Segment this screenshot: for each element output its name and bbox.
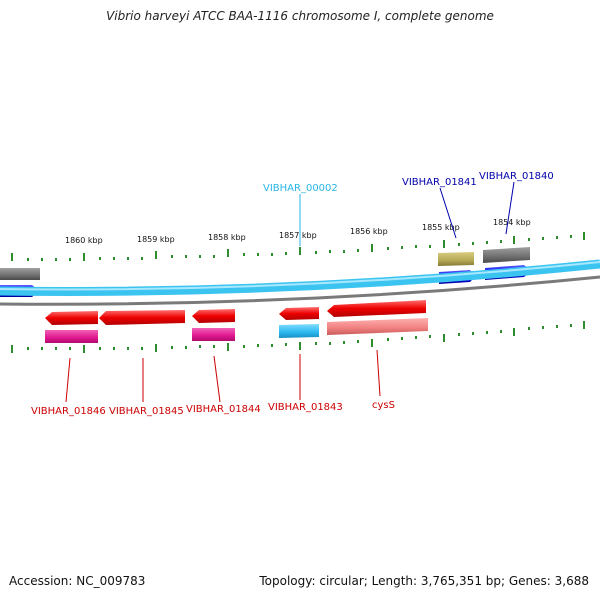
reverse-cds-cyss [327, 300, 426, 317]
gene-label-vibhar-01846: VIBHAR_01846 [31, 406, 106, 417]
upper-minor-ticks [27, 235, 572, 261]
tick-label-1856: 1856 kbp [350, 227, 388, 236]
reverse-cds-vibhar-01843 [279, 307, 319, 320]
lower-tick-marks [11, 321, 585, 353]
gene-label-vibhar-01841: VIBHAR_01841 [402, 177, 477, 188]
backbone-blue [0, 259, 600, 296]
tick-label-1855: 1855 kbp [422, 223, 460, 232]
upper-tick-marks [11, 232, 585, 261]
gene-label-vibhar-01840: VIBHAR_01840 [479, 171, 554, 182]
lower-minor-ticks [27, 324, 572, 350]
accession-text: Accession: NC_009783 [9, 574, 146, 588]
tick-label-1859: 1859 kbp [137, 235, 175, 244]
reverse-strand-features [45, 300, 428, 343]
backbone-gray [0, 275, 600, 306]
leader-vibhar-01846 [65, 357, 71, 403]
pink-feature-vibhar-01844 [192, 328, 235, 341]
reverse-cds-vibhar-01844 [192, 309, 235, 323]
gene-label-vibhar-01844: VIBHAR_01844 [186, 404, 261, 415]
genome-summary-text: Topology: circular; Length: 3,765,351 bp… [259, 574, 589, 588]
gray-feature-vibhar-01840 [483, 247, 530, 263]
gene-label-cyss: cysS [372, 400, 395, 411]
tick-label-1854: 1854 kbp [493, 218, 531, 227]
reverse-cds-vibhar-01845 [99, 310, 185, 325]
tick-label-1860: 1860 kbp [65, 236, 103, 245]
gene-label-vibhar-01843: VIBHAR_01843 [268, 402, 343, 413]
gray-feature-left [0, 268, 40, 280]
leader-cyss [376, 349, 381, 397]
olive-feature-vibhar-01841 [438, 252, 474, 266]
light-blue-feature-vibhar-00002 [279, 324, 319, 338]
map-title: Vibrio harveyi ATCC BAA-1116 chromosome … [106, 9, 494, 23]
reverse-cds-vibhar-01846 [45, 311, 98, 325]
tick-label-1857: 1857 kbp [279, 231, 317, 240]
tick-label-1858: 1858 kbp [208, 233, 246, 242]
salmon-feature-cyss [327, 318, 428, 335]
pink-feature-vibhar-01846 [45, 330, 98, 343]
leader-vibhar-01841 [439, 187, 457, 239]
gene-label-vibhar-00002: VIBHAR_00002 [263, 183, 338, 194]
leader-vibhar-01840 [505, 181, 515, 235]
label-leaders [65, 181, 515, 403]
gene-label-vibhar-01845: VIBHAR_01845 [109, 406, 184, 417]
leader-vibhar-01844 [213, 355, 221, 403]
backbone-blue-highlight [0, 261, 600, 291]
